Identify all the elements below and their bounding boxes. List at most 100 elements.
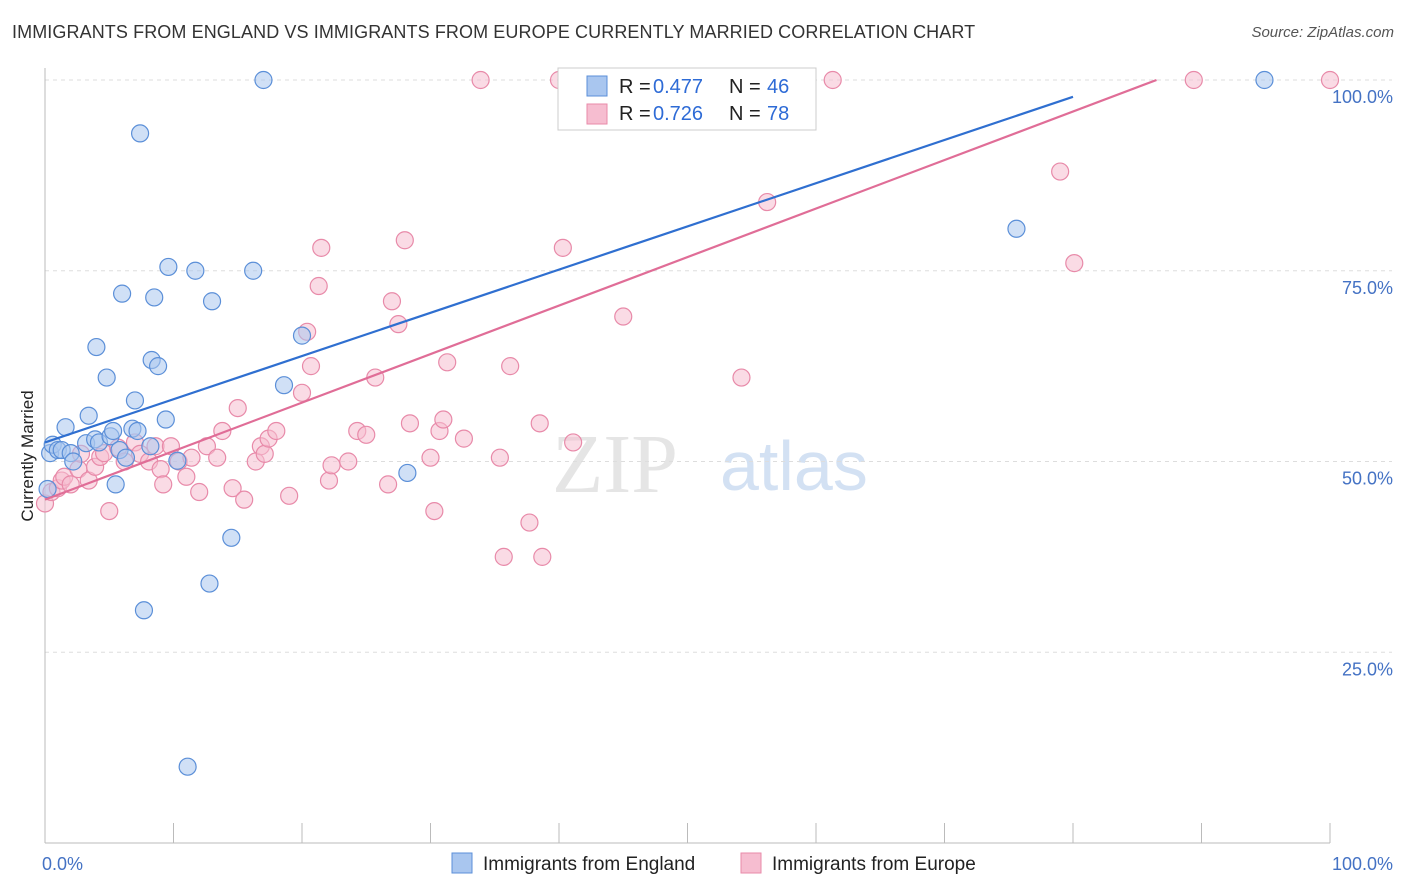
europe-point [301, 357, 321, 376]
series-england-points [38, 70, 1274, 776]
y-axis-label: Currently Married [18, 390, 37, 521]
england-point [134, 601, 154, 620]
england-point [38, 479, 57, 499]
legend-swatch-england [586, 75, 608, 97]
europe-point [400, 414, 420, 433]
europe-point [395, 231, 414, 250]
gridlines [45, 79, 1392, 653]
england-point [112, 284, 132, 303]
y-tick-label: 25.0% [1342, 659, 1393, 679]
legend-n-value-england: 46 [767, 76, 789, 98]
europe-point [228, 398, 247, 418]
england-point [97, 368, 116, 387]
europe-point [494, 547, 513, 566]
europe-point [154, 475, 173, 494]
legend-n-label-england: N = [729, 76, 761, 98]
bottom-legend-label-europe: Immigrants from Europe [772, 854, 976, 875]
england-point [168, 451, 187, 470]
stats-legend: R = 0.477 N = 46 R = 0.726 N = 78 [557, 67, 817, 131]
europe-point [425, 501, 444, 521]
y-tick-label: 100.0% [1332, 87, 1393, 107]
europe-point [1065, 254, 1084, 273]
england-point [87, 337, 106, 357]
england-point [128, 421, 147, 441]
source-credit: Source: ZipAtlas.com [1251, 24, 1394, 41]
europe-point [255, 444, 274, 463]
england-point [202, 292, 222, 311]
europe-point [434, 410, 453, 429]
y-tick-labels: 25.0% 50.0% 75.0% 100.0% [1332, 87, 1393, 679]
england-point [398, 463, 417, 483]
europe-point [438, 353, 457, 372]
europe-point [223, 479, 242, 498]
europe-point [357, 425, 376, 444]
england-point [156, 410, 175, 429]
england-point [106, 475, 125, 494]
europe-point [533, 547, 552, 566]
england-point [1255, 70, 1274, 90]
england-point [79, 406, 98, 425]
europe-point [280, 486, 299, 505]
europe-point [490, 448, 509, 467]
europe-point [339, 452, 358, 471]
series-legend: Immigrants from England Immigrants from … [451, 852, 976, 875]
legend-n-value-europe: 78 [767, 103, 789, 125]
europe-point [471, 70, 490, 90]
x-tick-label: 0.0% [42, 854, 83, 874]
legend-n-label-europe: N = [729, 103, 761, 125]
axes [44, 68, 1331, 844]
england-point [64, 452, 83, 471]
england-point [186, 261, 205, 280]
europe-point [1320, 70, 1340, 90]
chart-title: IMMIGRANTS FROM ENGLAND VS IMMIGRANTS FR… [12, 22, 976, 42]
x-tick-label: 100.0% [1332, 854, 1393, 874]
england-point [125, 391, 145, 410]
england-point [244, 261, 263, 280]
europe-point [823, 70, 842, 90]
england-point [254, 70, 273, 90]
england-point [1007, 219, 1026, 238]
trend-line-england [44, 95, 1074, 444]
europe-point [208, 448, 227, 467]
legend-swatch-europe [586, 103, 608, 125]
europe-point [312, 238, 331, 257]
europe-point [614, 307, 633, 326]
x-tick-labels: 0.0% 100.0% [42, 854, 1393, 874]
europe-point [151, 460, 170, 479]
england-point [178, 757, 197, 776]
england-point [222, 528, 241, 547]
europe-point [190, 482, 209, 502]
england-point [200, 574, 219, 593]
europe-point [177, 467, 196, 486]
legend-r-value-europe: 0.726 [653, 103, 703, 125]
europe-point [382, 292, 402, 311]
europe-point [454, 429, 474, 448]
england-point [116, 448, 136, 467]
europe-point [267, 421, 286, 441]
europe-point [235, 490, 254, 509]
europe-point [100, 501, 119, 521]
europe-point [309, 276, 328, 296]
europe-point [1184, 70, 1203, 90]
y-tick-label: 50.0% [1342, 469, 1393, 489]
watermark-zip: ZIP [552, 418, 678, 511]
europe-point [553, 238, 572, 257]
trend-lines [44, 78, 1157, 501]
england-point [148, 357, 168, 376]
legend-r-label-england: R = [619, 76, 651, 98]
bottom-legend-swatch-england [451, 852, 473, 874]
europe-point [732, 368, 751, 387]
legend-r-value-england: 0.477 [653, 76, 703, 98]
england-point [292, 326, 312, 345]
england-point [274, 376, 294, 395]
england-point [104, 421, 123, 441]
england-point [141, 437, 160, 456]
europe-point [378, 475, 398, 494]
europe-point [501, 357, 520, 376]
europe-point [1051, 162, 1070, 181]
y-tick-label: 75.0% [1342, 278, 1393, 298]
england-point [159, 257, 178, 277]
trend-line-europe [44, 78, 1157, 501]
europe-point [322, 456, 341, 475]
